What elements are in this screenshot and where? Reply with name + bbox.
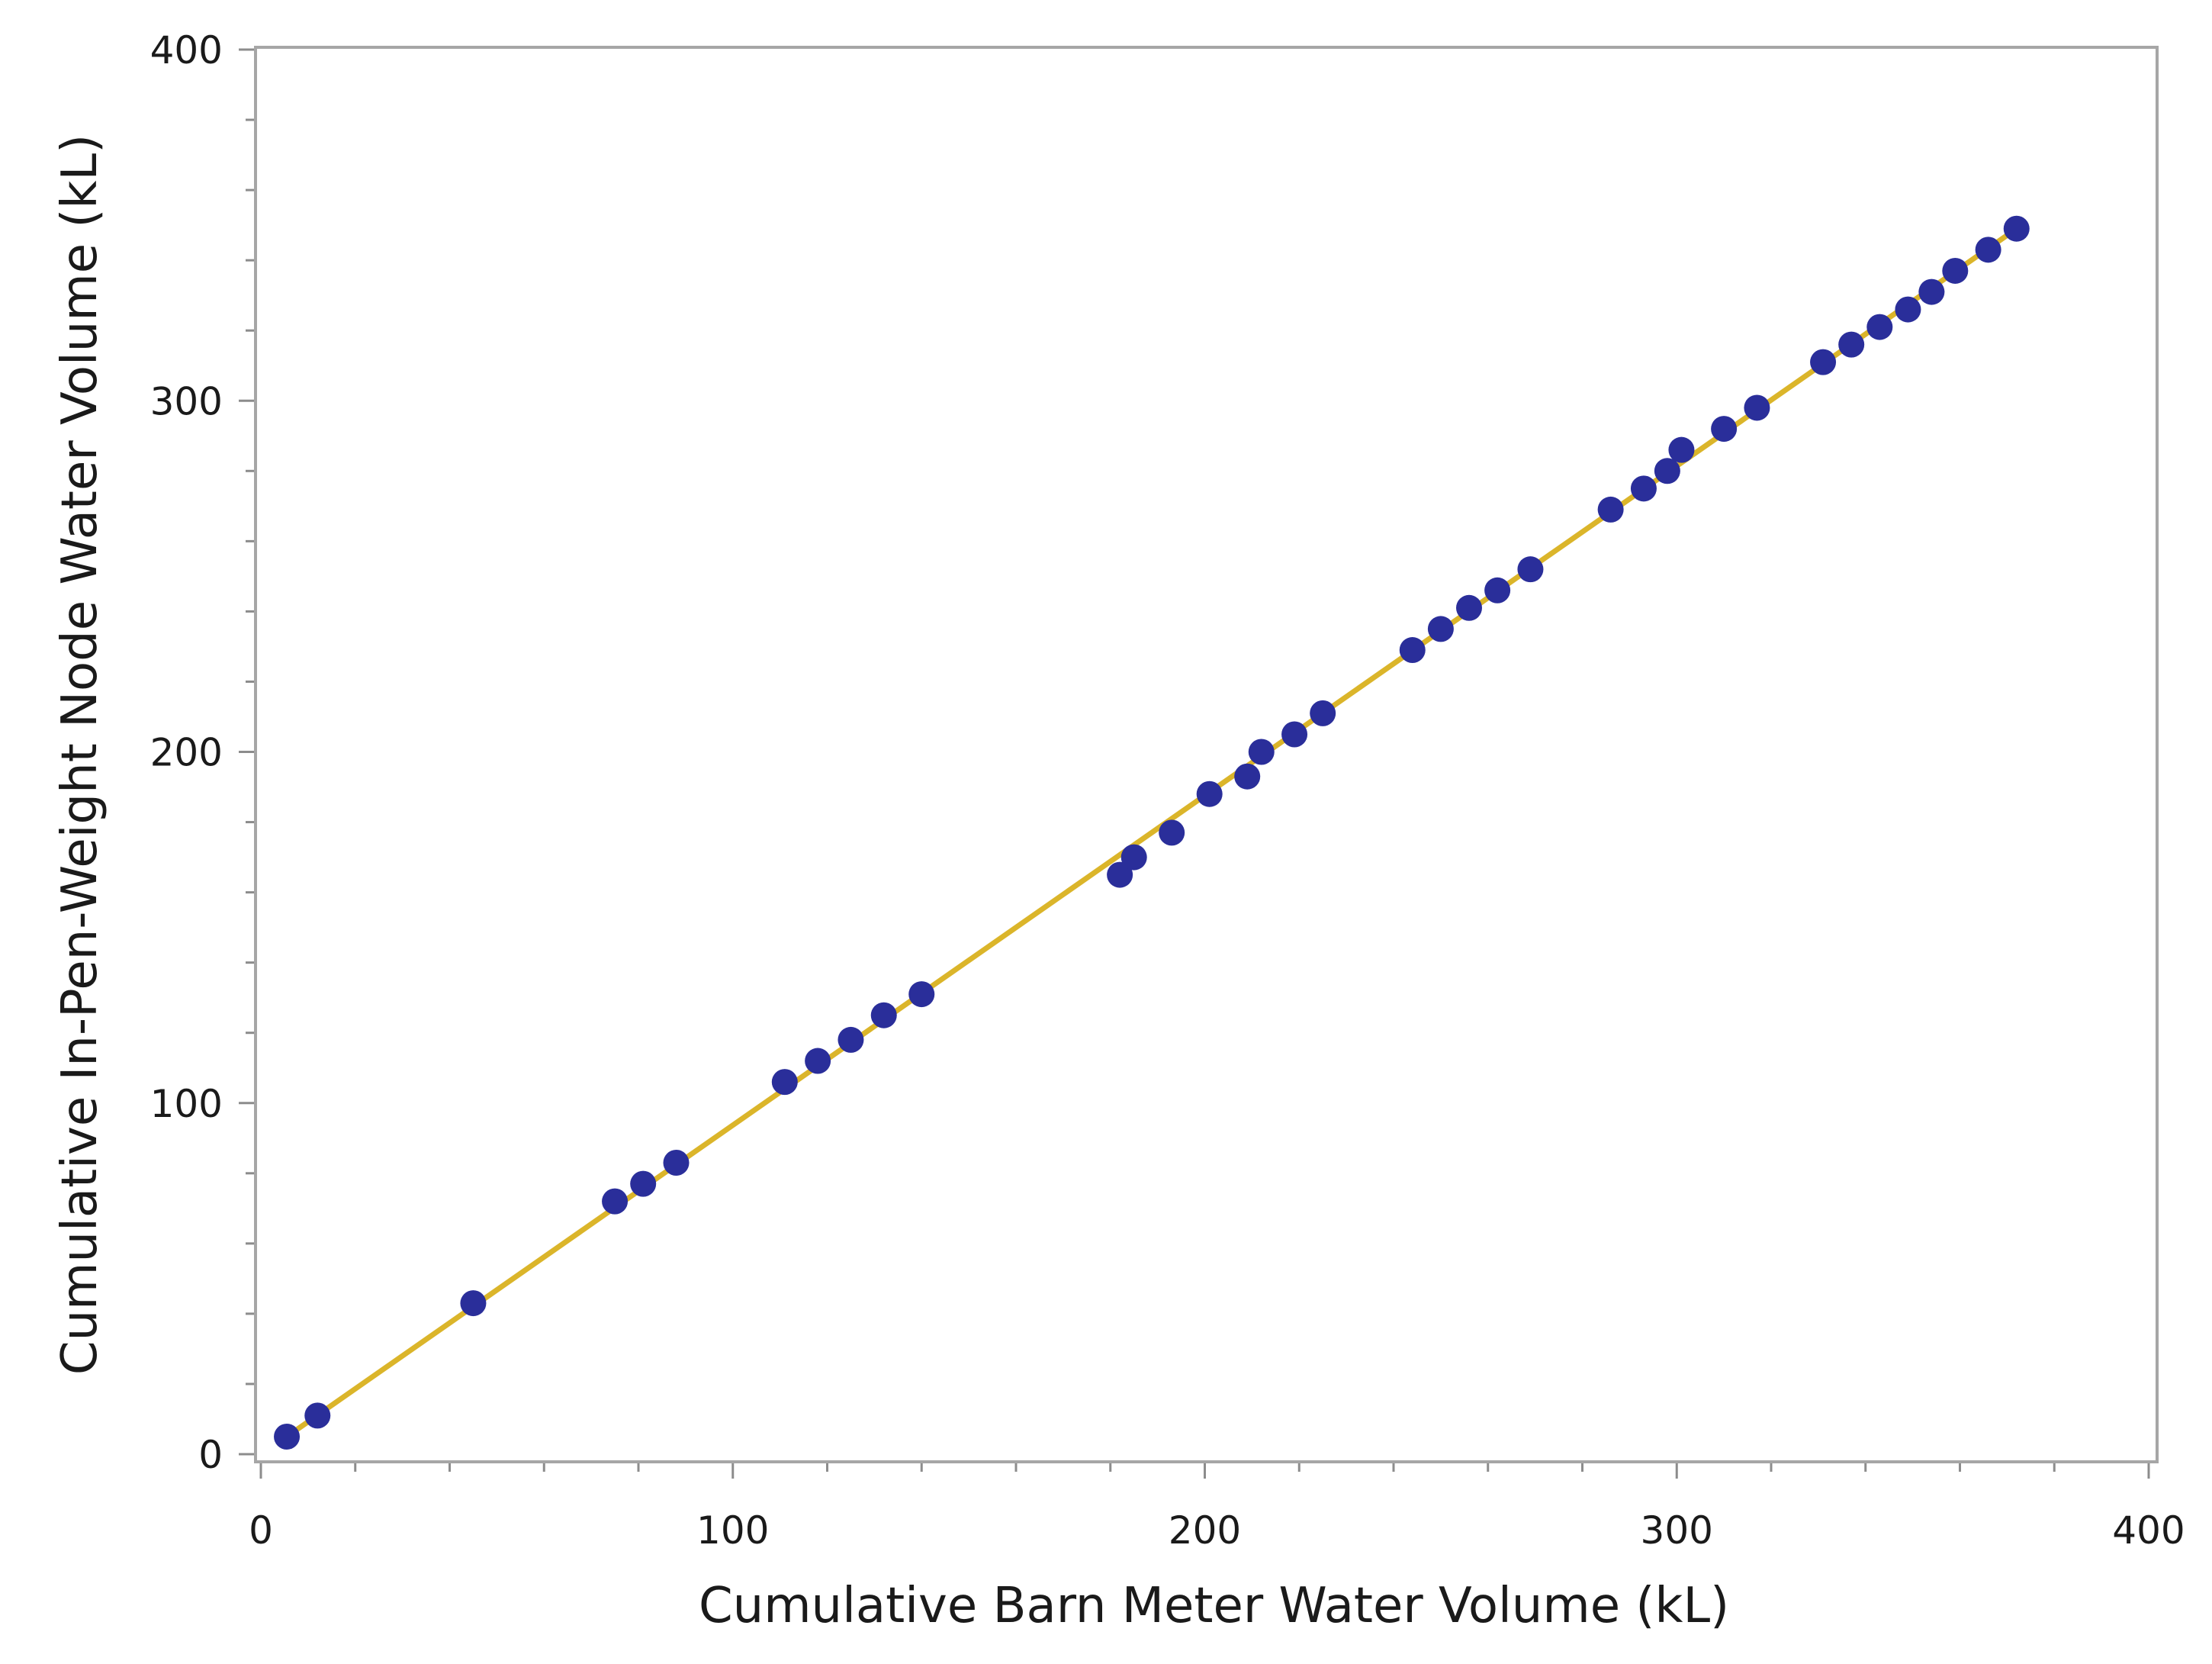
y-tick-label: 400 bbox=[150, 28, 223, 72]
data-points bbox=[274, 215, 2030, 1450]
data-point bbox=[1711, 416, 1738, 443]
data-point bbox=[1630, 475, 1657, 502]
data-point bbox=[274, 1423, 301, 1450]
data-point bbox=[1895, 296, 1921, 323]
data-point bbox=[908, 981, 935, 1008]
data-point bbox=[1159, 819, 1185, 846]
y-tick-label: 200 bbox=[150, 731, 223, 775]
x-tick-label: 400 bbox=[2112, 1508, 2185, 1553]
data-point bbox=[1456, 594, 1482, 621]
data-point bbox=[838, 1026, 864, 1053]
data-point bbox=[1107, 861, 1133, 888]
data-point bbox=[1427, 616, 1454, 642]
x-axis-title: Cumulative Barn Meter Water Volume (kL) bbox=[699, 1578, 1729, 1634]
data-point bbox=[1810, 349, 1837, 375]
y-tick-label: 0 bbox=[198, 1433, 223, 1477]
plot-frame bbox=[254, 46, 2159, 1463]
data-point bbox=[1281, 721, 1308, 748]
data-point bbox=[1918, 278, 1945, 305]
data-point bbox=[1668, 436, 1695, 463]
y-tick-label: 100 bbox=[150, 1082, 223, 1126]
data-point bbox=[1399, 637, 1426, 664]
y-tick-label: 300 bbox=[150, 379, 223, 423]
data-point bbox=[1120, 844, 1147, 871]
data-point bbox=[1975, 237, 2001, 263]
axis-ticks bbox=[239, 48, 2150, 1479]
data-point bbox=[1597, 496, 1624, 523]
data-point bbox=[1484, 577, 1511, 603]
data-point bbox=[805, 1048, 831, 1074]
x-tick-label: 0 bbox=[249, 1508, 273, 1553]
data-point bbox=[1744, 394, 1770, 421]
data-point bbox=[1248, 739, 1275, 765]
data-point bbox=[1196, 781, 1223, 807]
x-tick-label: 100 bbox=[696, 1508, 769, 1553]
data-point bbox=[460, 1290, 487, 1317]
data-point bbox=[1310, 700, 1336, 726]
data-point bbox=[870, 1002, 897, 1028]
data-point bbox=[1517, 556, 1544, 583]
x-tick-label: 200 bbox=[1169, 1508, 1241, 1553]
data-point bbox=[663, 1149, 690, 1176]
data-point bbox=[1866, 314, 1893, 340]
data-point bbox=[630, 1170, 657, 1197]
y-axis-title: Cumulative In-Pen-Weight Node Water Volu… bbox=[52, 134, 108, 1375]
tick-labels: 0 100 200 300 400 0 100 200 300 400 bbox=[150, 28, 2185, 1553]
data-point bbox=[602, 1188, 629, 1215]
data-point bbox=[1654, 458, 1680, 484]
data-point bbox=[771, 1069, 798, 1096]
data-point bbox=[1838, 331, 1865, 358]
data-point bbox=[1942, 257, 1969, 284]
data-point bbox=[2003, 215, 2030, 242]
x-tick-label: 300 bbox=[1641, 1508, 1713, 1553]
data-point bbox=[1234, 763, 1261, 790]
data-point bbox=[304, 1402, 331, 1429]
